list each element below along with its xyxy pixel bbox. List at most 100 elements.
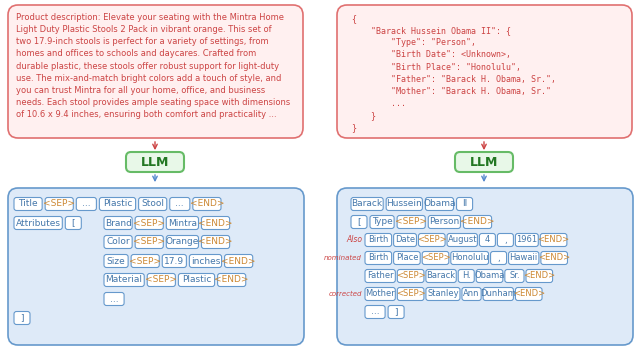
Text: Obama: Obama xyxy=(423,199,456,209)
Text: Hawaii: Hawaii xyxy=(509,253,538,263)
FancyBboxPatch shape xyxy=(65,216,81,229)
FancyBboxPatch shape xyxy=(447,233,477,246)
FancyBboxPatch shape xyxy=(126,152,184,172)
Text: <SEP>: <SEP> xyxy=(44,199,76,209)
FancyBboxPatch shape xyxy=(397,287,424,300)
FancyBboxPatch shape xyxy=(45,197,74,210)
Text: <END>: <END> xyxy=(198,219,233,227)
FancyBboxPatch shape xyxy=(463,215,492,228)
FancyBboxPatch shape xyxy=(394,233,417,246)
FancyBboxPatch shape xyxy=(455,152,513,172)
Text: ,: , xyxy=(504,235,507,245)
FancyBboxPatch shape xyxy=(225,255,253,268)
Text: ...: ... xyxy=(109,294,118,304)
Text: corrected: corrected xyxy=(328,291,362,297)
Text: ...: ... xyxy=(175,199,184,209)
Text: Dunham: Dunham xyxy=(481,289,516,299)
FancyBboxPatch shape xyxy=(14,216,62,229)
FancyBboxPatch shape xyxy=(497,233,513,246)
FancyBboxPatch shape xyxy=(397,215,425,228)
Text: <END>: <END> xyxy=(189,199,224,209)
Text: 17.9: 17.9 xyxy=(164,257,184,265)
Text: inches: inches xyxy=(191,257,220,265)
FancyBboxPatch shape xyxy=(365,233,392,246)
FancyBboxPatch shape xyxy=(104,255,128,268)
Text: Place: Place xyxy=(396,253,418,263)
Text: <SEP>: <SEP> xyxy=(395,217,427,227)
Text: Birth: Birth xyxy=(368,235,388,245)
FancyBboxPatch shape xyxy=(426,269,456,282)
FancyBboxPatch shape xyxy=(179,274,214,287)
Text: ...: ... xyxy=(371,307,380,317)
Text: <SEP>: <SEP> xyxy=(133,238,165,246)
Text: Brand: Brand xyxy=(104,219,131,227)
Text: Barack: Barack xyxy=(351,199,383,209)
FancyBboxPatch shape xyxy=(451,251,488,264)
Text: August: August xyxy=(447,235,477,245)
FancyBboxPatch shape xyxy=(202,235,230,249)
FancyBboxPatch shape xyxy=(104,293,124,305)
Text: <SEP>: <SEP> xyxy=(396,271,426,281)
FancyBboxPatch shape xyxy=(419,233,445,246)
Text: 4: 4 xyxy=(484,235,490,245)
Text: Orange: Orange xyxy=(166,238,199,246)
FancyBboxPatch shape xyxy=(479,233,495,246)
Text: nominated: nominated xyxy=(324,255,362,261)
Text: <END>: <END> xyxy=(524,271,556,281)
Text: Date: Date xyxy=(395,235,415,245)
Text: Title: Title xyxy=(19,199,38,209)
Text: <END>: <END> xyxy=(460,217,495,227)
FancyBboxPatch shape xyxy=(337,188,633,345)
FancyBboxPatch shape xyxy=(515,233,538,246)
Text: II: II xyxy=(462,199,467,209)
Text: Stool: Stool xyxy=(141,199,164,209)
FancyBboxPatch shape xyxy=(394,251,420,264)
FancyBboxPatch shape xyxy=(386,197,422,210)
FancyBboxPatch shape xyxy=(458,269,474,282)
FancyBboxPatch shape xyxy=(462,287,481,300)
FancyBboxPatch shape xyxy=(189,255,221,268)
FancyBboxPatch shape xyxy=(135,216,163,229)
Text: LLM: LLM xyxy=(141,156,169,168)
Text: <SEP>: <SEP> xyxy=(396,289,426,299)
FancyBboxPatch shape xyxy=(166,235,198,249)
Text: <SEP>: <SEP> xyxy=(129,257,161,265)
FancyBboxPatch shape xyxy=(99,197,136,210)
FancyBboxPatch shape xyxy=(388,305,404,318)
FancyBboxPatch shape xyxy=(397,269,424,282)
FancyBboxPatch shape xyxy=(104,216,132,229)
Text: <END>: <END> xyxy=(513,289,545,299)
FancyBboxPatch shape xyxy=(515,287,542,300)
Text: Hussein: Hussein xyxy=(387,199,422,209)
Text: [: [ xyxy=(72,219,75,227)
FancyBboxPatch shape xyxy=(131,255,159,268)
FancyBboxPatch shape xyxy=(426,287,460,300)
Text: {
    "Barack Hussein Obama II": {
        "Type": "Person",
        "Birth Date: { "Barack Hussein Obama II": { "Type": "… xyxy=(351,14,556,132)
Text: Attributes: Attributes xyxy=(15,219,61,227)
Text: 1961: 1961 xyxy=(516,235,538,245)
FancyBboxPatch shape xyxy=(541,251,568,264)
FancyBboxPatch shape xyxy=(193,197,221,210)
FancyBboxPatch shape xyxy=(505,269,524,282)
Text: Color: Color xyxy=(106,238,130,246)
FancyBboxPatch shape xyxy=(422,251,449,264)
FancyBboxPatch shape xyxy=(135,235,163,249)
FancyBboxPatch shape xyxy=(337,5,632,138)
Text: H.: H. xyxy=(462,271,470,281)
FancyBboxPatch shape xyxy=(476,269,503,282)
FancyBboxPatch shape xyxy=(428,215,460,228)
Text: Sr.: Sr. xyxy=(509,271,520,281)
Text: ,: , xyxy=(497,253,500,263)
FancyBboxPatch shape xyxy=(456,197,472,210)
Text: Ann: Ann xyxy=(463,289,480,299)
Text: Person: Person xyxy=(429,217,460,227)
FancyBboxPatch shape xyxy=(8,188,304,345)
Text: Plastic: Plastic xyxy=(103,199,132,209)
FancyBboxPatch shape xyxy=(104,235,132,249)
Text: <END>: <END> xyxy=(221,257,256,265)
Text: <END>: <END> xyxy=(214,275,249,285)
FancyBboxPatch shape xyxy=(491,251,507,264)
FancyBboxPatch shape xyxy=(14,197,42,210)
FancyBboxPatch shape xyxy=(104,274,144,287)
Text: [: [ xyxy=(357,217,361,227)
